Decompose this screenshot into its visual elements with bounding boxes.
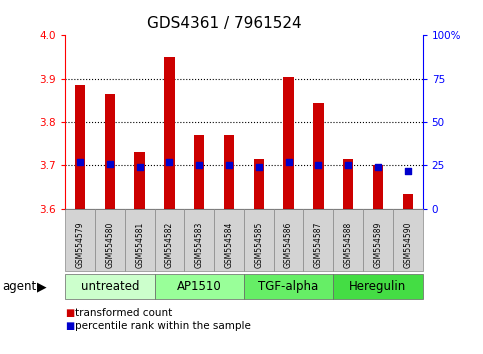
Bar [393, 209, 423, 271]
Text: GSM554585: GSM554585 [255, 221, 263, 268]
Text: GSM554581: GSM554581 [135, 222, 144, 268]
Text: GSM554588: GSM554588 [344, 222, 353, 268]
Bar [224, 135, 234, 209]
Bar [214, 209, 244, 271]
Text: GSM554582: GSM554582 [165, 222, 174, 268]
Point [195, 162, 203, 168]
Bar [373, 165, 383, 209]
Bar [75, 85, 85, 209]
Bar [313, 103, 324, 209]
Point [314, 162, 322, 168]
Text: Heregulin: Heregulin [349, 280, 407, 293]
Text: GSM554590: GSM554590 [403, 221, 412, 268]
Text: GSM554587: GSM554587 [314, 221, 323, 268]
Text: ▶: ▶ [37, 280, 47, 293]
Text: AP1510: AP1510 [177, 280, 222, 293]
Point [106, 161, 114, 167]
Bar [254, 159, 264, 209]
Point [76, 159, 84, 165]
Bar [155, 274, 244, 299]
Text: ■: ■ [65, 308, 74, 318]
Point [344, 162, 352, 168]
Text: GDS4361 / 7961524: GDS4361 / 7961524 [147, 16, 302, 31]
Point [285, 159, 293, 165]
Text: GSM554579: GSM554579 [76, 221, 85, 268]
Point [136, 164, 143, 170]
Text: GSM554589: GSM554589 [373, 221, 383, 268]
Point [404, 168, 412, 173]
Text: GSM554580: GSM554580 [105, 221, 114, 268]
Text: GSM554583: GSM554583 [195, 221, 204, 268]
Bar [333, 274, 423, 299]
Bar [343, 159, 354, 209]
Bar [185, 209, 214, 271]
Text: untreated: untreated [81, 280, 139, 293]
Bar [125, 209, 155, 271]
Bar [244, 274, 333, 299]
Bar [284, 76, 294, 209]
Point [374, 164, 382, 170]
Bar [333, 209, 363, 271]
Bar [134, 153, 145, 209]
Bar [105, 94, 115, 209]
Point [255, 164, 263, 170]
Text: GSM554584: GSM554584 [225, 221, 233, 268]
Point [166, 159, 173, 165]
Text: transformed count: transformed count [75, 308, 172, 318]
Bar [65, 274, 155, 299]
Bar [363, 209, 393, 271]
Bar [65, 209, 95, 271]
Bar [402, 194, 413, 209]
Bar [164, 57, 175, 209]
Bar [303, 209, 333, 271]
Text: ■: ■ [65, 321, 74, 331]
Bar [274, 209, 303, 271]
Text: TGF-alpha: TGF-alpha [258, 280, 319, 293]
Text: agent: agent [2, 280, 37, 293]
Text: GSM554586: GSM554586 [284, 221, 293, 268]
Bar [194, 135, 204, 209]
Bar [95, 209, 125, 271]
Text: percentile rank within the sample: percentile rank within the sample [75, 321, 251, 331]
Bar [155, 209, 185, 271]
Point [225, 162, 233, 168]
Bar [244, 209, 274, 271]
